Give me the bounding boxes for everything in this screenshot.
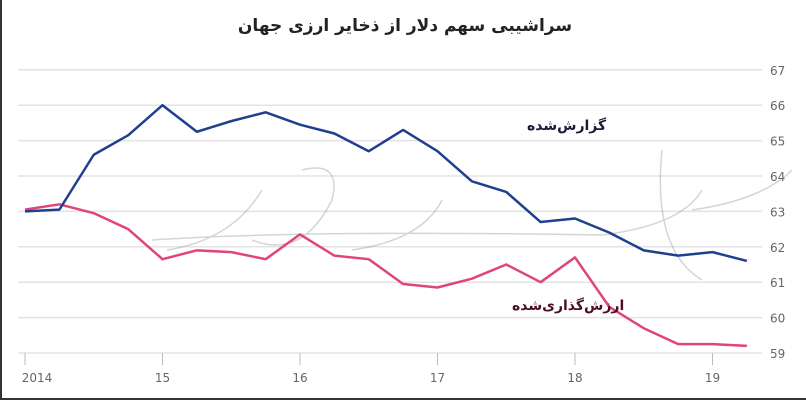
x-tick-label: 15 (155, 371, 170, 385)
x-tick-label: 19 (705, 371, 720, 385)
series-line-valued (24, 203, 747, 348)
y-tick-label: 64 (770, 170, 785, 184)
y-tick-label: 60 (770, 312, 785, 326)
x-tick-label: 18 (567, 371, 582, 385)
y-tick-label: 62 (770, 241, 785, 255)
y-tick-label: 63 (770, 205, 785, 219)
x-tick-label: 2014 (22, 371, 53, 385)
grid: 59 60 61 62 63 64 65 66 67 2014 15 16 17 18 19 (18, 64, 785, 385)
watermark-logo (151, 149, 793, 281)
series-label-reported: گزارش‌شده (527, 117, 607, 134)
chart-title: سراشیبی سهم دلار از ذخایر ارزی جهان (237, 16, 573, 36)
y-tick-label: 67 (770, 64, 785, 78)
series-line-reported (24, 103, 748, 263)
y-tick-label: 59 (770, 347, 785, 361)
y-tick-label: 65 (770, 135, 785, 149)
x-tick-label: 17 (430, 371, 445, 385)
y-tick-label: 66 (770, 99, 785, 113)
y-tick-label: 61 (770, 276, 785, 290)
series-label-valued: ارزش‌گذاری‌شده (512, 297, 624, 314)
x-tick-label: 16 (292, 371, 307, 385)
